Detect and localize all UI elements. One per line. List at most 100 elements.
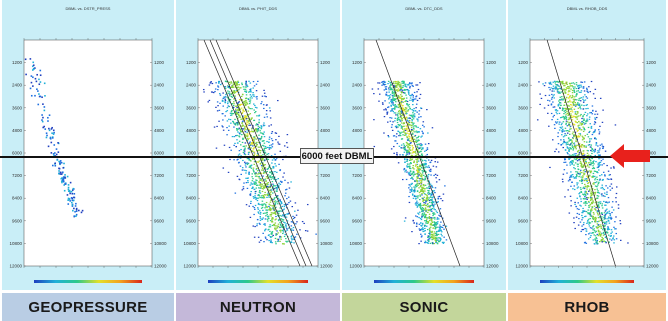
trend-line xyxy=(215,39,313,267)
data-point xyxy=(411,144,413,147)
data-point xyxy=(420,150,422,152)
data-point xyxy=(609,189,612,191)
data-point xyxy=(412,125,415,127)
data-point xyxy=(236,105,238,107)
data-point xyxy=(582,119,585,121)
data-point xyxy=(564,115,567,117)
data-point xyxy=(285,240,287,242)
data-point xyxy=(235,113,238,116)
data-point xyxy=(590,193,592,195)
data-point xyxy=(245,122,247,125)
data-point xyxy=(567,123,570,125)
data-point xyxy=(383,89,386,91)
data-point xyxy=(32,69,34,71)
data-point xyxy=(411,122,414,124)
data-point xyxy=(258,222,261,224)
data-point xyxy=(565,98,567,100)
data-point xyxy=(603,225,606,227)
data-point xyxy=(434,225,436,228)
data-point xyxy=(409,159,411,161)
data-point xyxy=(433,224,435,226)
data-point xyxy=(402,125,404,128)
data-point xyxy=(411,152,414,154)
data-point xyxy=(222,129,225,131)
data-point xyxy=(272,199,274,201)
data-point xyxy=(591,206,593,208)
data-point xyxy=(427,222,430,224)
data-point xyxy=(407,163,409,165)
data-point xyxy=(254,106,257,109)
data-point xyxy=(397,88,400,90)
data-point xyxy=(258,119,260,121)
data-point xyxy=(580,164,583,166)
data-point xyxy=(266,239,268,241)
data-point xyxy=(243,145,246,147)
data-point xyxy=(596,152,599,154)
data-point xyxy=(229,98,232,101)
data-point xyxy=(263,223,265,225)
data-point xyxy=(276,184,278,187)
data-point xyxy=(600,157,602,159)
data-point xyxy=(429,210,432,212)
data-point xyxy=(591,167,594,170)
data-point xyxy=(567,101,570,103)
data-point xyxy=(599,178,601,180)
data-point xyxy=(428,232,430,235)
data-point xyxy=(420,175,422,177)
data-point xyxy=(591,227,593,229)
data-point xyxy=(292,221,294,223)
data-point xyxy=(578,133,580,135)
data-point xyxy=(266,184,269,186)
data-point xyxy=(253,151,256,153)
data-point xyxy=(276,238,279,240)
data-point xyxy=(272,186,275,188)
data-point xyxy=(264,172,267,174)
data-point xyxy=(279,203,282,205)
data-point xyxy=(597,234,600,237)
data-point xyxy=(572,104,575,106)
data-point xyxy=(403,122,405,124)
data-point xyxy=(211,91,214,93)
data-point xyxy=(423,164,425,166)
data-point xyxy=(592,211,595,214)
data-point xyxy=(242,94,244,96)
data-point xyxy=(439,229,441,231)
data-point xyxy=(558,123,560,125)
data-point xyxy=(578,136,581,138)
data-point xyxy=(416,143,418,146)
data-point xyxy=(580,162,582,164)
data-point xyxy=(398,135,400,137)
data-point xyxy=(417,126,419,129)
data-point xyxy=(224,98,226,100)
data-point xyxy=(599,97,602,99)
data-point xyxy=(41,96,43,99)
data-point xyxy=(588,223,590,225)
data-point xyxy=(570,108,573,110)
data-point xyxy=(247,162,250,165)
data-point xyxy=(234,118,236,120)
data-point xyxy=(238,150,241,152)
data-point xyxy=(594,175,596,178)
data-point xyxy=(391,101,394,103)
data-point xyxy=(260,207,263,209)
data-point xyxy=(431,237,433,239)
data-point xyxy=(269,189,271,192)
data-point xyxy=(398,119,401,121)
data-point xyxy=(424,190,426,192)
data-point xyxy=(272,143,274,145)
data-point xyxy=(603,240,605,242)
data-point xyxy=(390,104,392,106)
data-point xyxy=(581,104,583,106)
data-point xyxy=(601,241,604,243)
data-point xyxy=(239,104,241,107)
data-point xyxy=(53,154,55,157)
data-point xyxy=(438,195,441,197)
data-point xyxy=(571,160,573,162)
data-point xyxy=(411,157,414,159)
data-point xyxy=(421,197,423,199)
data-point xyxy=(605,218,607,220)
data-point xyxy=(256,98,258,100)
data-point xyxy=(568,122,570,124)
data-point xyxy=(43,106,46,108)
data-point xyxy=(429,161,432,163)
